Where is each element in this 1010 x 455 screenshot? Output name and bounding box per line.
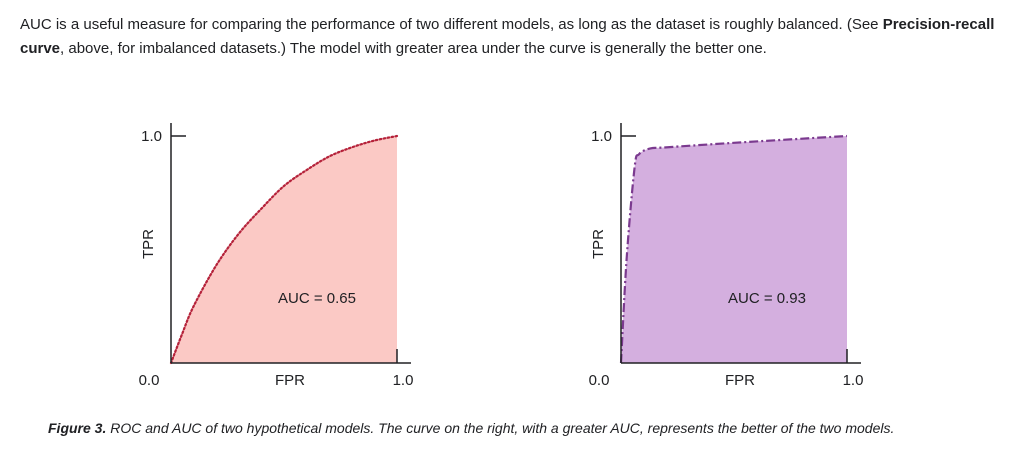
figure-label: Figure 3. [48,420,107,436]
precision-recall-link[interactable]: Precision-recall curve [20,16,995,57]
auc-label: AUC = 0.65 [278,290,356,307]
intro-text-after: , above, for imbalanced datasets.) The m… [60,40,767,57]
auc-label: AUC = 0.93 [728,290,806,307]
x-axis-label: FPR [725,372,755,389]
roc-chart-2: 1.0 0.0 1.0 FPR TPR AUC = 0.93 [589,123,864,389]
y-axis-label: TPR [590,229,607,259]
figure-caption: Figure 3. ROC and AUC of two hypothetica… [48,420,894,436]
x-tick-label-0: 0.0 [139,372,160,389]
intro-paragraph: AUC is a useful measure for comparing th… [20,13,1000,61]
roc-curve [619,134,848,364]
roc-chart-1: 1.0 0.0 1.0 FPR TPR AUC = 0.65 [139,123,414,389]
x-axis-label: FPR [275,372,305,389]
y-tick-label: 1.0 [141,128,162,145]
auc-area [621,136,847,363]
x-tick-label-1: 1.0 [393,372,414,389]
intro-text-before: AUC is a useful measure for comparing th… [20,16,883,33]
caption-text: ROC and AUC of two hypothetical models. … [106,420,895,436]
y-axis-label: TPR [140,229,157,259]
roc-curve [169,134,399,365]
x-tick-label-1: 1.0 [843,372,864,389]
auc-area [171,136,397,363]
x-tick-label-0: 0.0 [589,372,610,389]
y-tick-label: 1.0 [591,128,612,145]
